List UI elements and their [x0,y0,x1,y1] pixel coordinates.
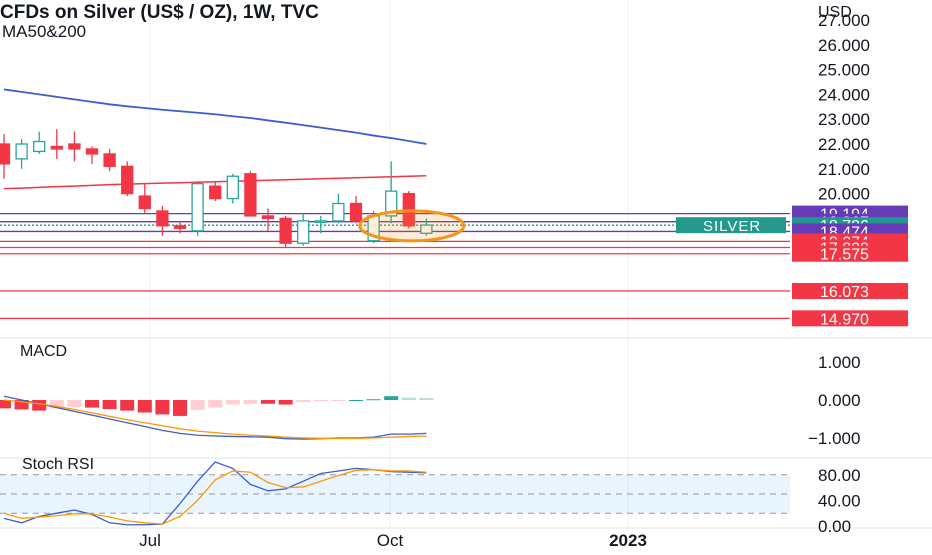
macd-histogram-bar [173,400,187,416]
candle-body [191,183,204,232]
macd-histogram-bar [155,400,170,415]
candle-body [244,173,257,217]
macd-histogram-bar [32,400,47,411]
macd-histogram-bar [331,400,346,401]
macd-histogram-bar [313,400,328,402]
price-tick-label: 24.000 [818,85,870,104]
price-tick-label: 27.000 [818,11,870,30]
macd-signal-line [3,399,427,439]
macd-pane-title: MACD [20,343,68,360]
stoch-k-line [3,461,427,526]
candle-body [420,224,433,234]
macd-histogram-bar [278,400,293,405]
stoch-tick-label: 40.00 [818,491,861,510]
price-tag [792,245,908,262]
symbol-tag-label: SILVER [703,218,761,235]
macd-histogram-bar [225,400,240,405]
price-tick-label: 25.000 [818,61,870,80]
macd-histogram-bar [366,399,381,401]
candle-body [314,220,327,224]
currency-label: USD [818,4,852,21]
macd-histogram-bar [85,400,99,408]
indicator-label: MA50&200 [2,22,87,41]
candle-body [226,175,239,200]
x-tick-label: Jul [139,531,161,550]
macd-histogram-bar [296,400,311,402]
candle-body [121,165,134,195]
candle-body [297,220,310,244]
macd-histogram-bar [401,397,416,400]
macd-tick-label: −1.000 [808,429,860,448]
macd-histogram-bar [349,400,363,401]
candle-body [85,148,99,155]
candle-body [349,202,363,222]
price-tick-label: 22.000 [818,135,870,154]
candle-body [385,190,398,217]
price-tick-label: 20.000 [818,185,870,204]
price-tick-label: 26.000 [818,36,870,55]
macd-histogram-bar [67,400,82,407]
macd-histogram-bar [14,400,29,410]
macd-histogram-bar [261,400,275,404]
price-tick-label: 23.000 [818,110,870,129]
macd-histogram-bar [419,398,434,400]
price-tag [792,282,908,299]
stoch-rsi-pane-title: Stoch RSI [22,456,95,473]
candle-body [15,143,28,160]
macd-histogram-bar [102,400,117,410]
candle-body [68,143,81,150]
macd-histogram-bar [243,400,258,404]
macd-histogram-bar [0,400,11,409]
candle-body [173,225,187,229]
macd-histogram-bar [137,400,152,413]
macd-histogram-bar [384,396,399,400]
macd-histogram-bar [190,400,205,410]
macd-histogram-bar [120,400,135,411]
price-tag-label: 14.970 [820,311,869,328]
symbol-tag [676,217,786,234]
candle-body [103,153,116,167]
price-tag [792,310,908,327]
price-tag-label: 17.575 [820,247,869,264]
candle-body [156,210,169,227]
macd-histogram-bar [208,400,223,408]
chart-title: CFDs on Silver (US$ / OZ), 1W, TVC [0,2,319,23]
stoch-d-line [3,469,427,525]
stoch-band [0,474,790,514]
candle-body [33,140,46,153]
candle-body [279,217,292,244]
macd-tick-label: 0.000 [818,391,861,410]
candle-body [50,145,63,150]
macd-histogram-bar [49,400,64,409]
highlight-ellipse [358,209,466,243]
ma50-line [3,88,427,145]
price-tick-label: 21.000 [818,160,870,179]
x-tick-label: Oct [377,531,404,550]
candle-body [138,195,151,210]
candle-body [209,185,222,200]
stoch-tick-label: 0.00 [818,517,851,536]
macd-tick-label: 1.000 [818,353,861,372]
candle-body [0,143,11,165]
candle-body [332,202,345,222]
candle-body [261,215,275,220]
x-tick-label: 2023 [609,531,647,550]
stoch-tick-label: 80.00 [818,466,861,485]
price-tag-label: 16.073 [820,284,869,301]
